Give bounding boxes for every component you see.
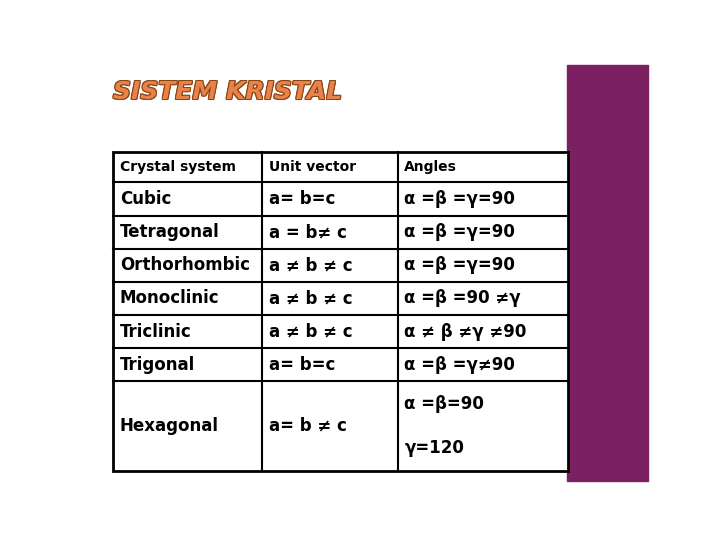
Text: SISTEM KRISTAL: SISTEM KRISTAL	[114, 79, 343, 103]
Text: a= b=c: a= b=c	[269, 190, 335, 208]
Text: α =β =γ=90: α =β =γ=90	[405, 256, 516, 274]
Text: Orthorhombic: Orthorhombic	[120, 256, 250, 274]
Text: α =β =γ=90: α =β =γ=90	[405, 190, 516, 208]
Text: a ≠ b ≠ c: a ≠ b ≠ c	[269, 256, 352, 274]
Text: α =β =γ=90: α =β =γ=90	[405, 223, 516, 241]
Text: SISTEM KRISTAL: SISTEM KRISTAL	[112, 81, 341, 105]
Bar	[113, 152, 568, 470]
Text: Angles: Angles	[405, 160, 457, 174]
Text: SISTEM KRISTAL: SISTEM KRISTAL	[114, 80, 343, 104]
Text: γ=120: γ=120	[405, 439, 464, 457]
Text: Cubic: Cubic	[120, 190, 171, 208]
Text: Monoclinic: Monoclinic	[120, 289, 220, 307]
Text: Triclinic: Triclinic	[120, 322, 192, 341]
Text: a ≠ b ≠ c: a ≠ b ≠ c	[269, 322, 352, 341]
Text: α =β =90 ≠γ: α =β =90 ≠γ	[405, 289, 521, 307]
Text: Crystal system: Crystal system	[120, 160, 236, 174]
Text: α ≠ β ≠γ ≠90: α ≠ β ≠γ ≠90	[405, 322, 527, 341]
Text: a = b≠ c: a = b≠ c	[269, 223, 346, 241]
Text: Tetragonal: Tetragonal	[120, 223, 220, 241]
Text: SISTEM KRISTAL: SISTEM KRISTAL	[114, 81, 343, 105]
Text: SISTEM KRISTAL: SISTEM KRISTAL	[113, 79, 343, 103]
Text: Hexagonal: Hexagonal	[120, 417, 219, 435]
Text: a ≠ b ≠ c: a ≠ b ≠ c	[269, 289, 352, 307]
Text: SISTEM KRISTAL: SISTEM KRISTAL	[113, 81, 343, 105]
Text: SISTEM KRISTAL: SISTEM KRISTAL	[113, 80, 343, 104]
Text: SISTEM KRISTAL: SISTEM KRISTAL	[112, 80, 341, 104]
Bar	[567, 65, 648, 481]
Text: a= b ≠ c: a= b ≠ c	[269, 417, 346, 435]
Text: α =β =γ≠90: α =β =γ≠90	[405, 356, 516, 374]
Text: α =β=90: α =β=90	[405, 395, 485, 413]
Text: SISTEM KRISTAL: SISTEM KRISTAL	[112, 79, 341, 103]
Text: Trigonal: Trigonal	[120, 356, 195, 374]
Text: a= b=c: a= b=c	[269, 356, 335, 374]
Text: Unit vector: Unit vector	[269, 160, 356, 174]
